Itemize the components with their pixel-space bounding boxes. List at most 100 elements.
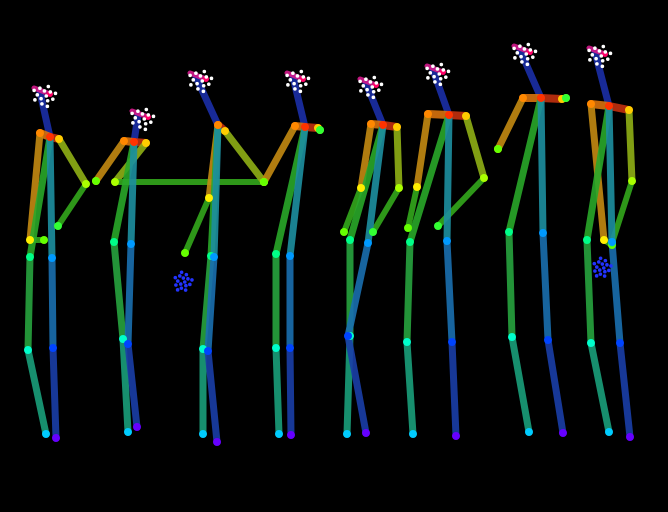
figure-4-shin-right-bone bbox=[286, 344, 295, 439]
figure-2-hip-left-joint bbox=[110, 238, 118, 246]
figure-8-hand-keypoint bbox=[594, 265, 599, 269]
figure-4-upper-arm-left-bone bbox=[260, 122, 299, 186]
figure-1-elbow-left-joint bbox=[26, 236, 34, 244]
figure-1-upper-arm-right-bone bbox=[55, 135, 90, 188]
figure-8-forearm-right-bone bbox=[609, 178, 635, 246]
figure-2-face-keypoint bbox=[138, 125, 142, 129]
figure-3-hand-keypoint bbox=[173, 275, 178, 280]
figure-7-shoulder-left-joint bbox=[519, 94, 527, 102]
figure-5-face-keypoint bbox=[358, 79, 362, 84]
figure-5-face-keypoint bbox=[374, 81, 379, 85]
figure-1-shoulder-left-joint bbox=[36, 129, 44, 137]
figure-1-hip-left-joint bbox=[26, 253, 34, 261]
figure-2-face-keypoint bbox=[151, 114, 156, 119]
figure-5-neck-joint bbox=[379, 121, 387, 129]
figure-5-shoulder-right-joint bbox=[393, 123, 401, 131]
figure-1-face-keypoint bbox=[35, 93, 40, 97]
figure-1-face-keypoint bbox=[32, 88, 36, 93]
figure-7-hip-right-joint bbox=[539, 229, 547, 237]
figure-4-face-keypoint bbox=[297, 79, 302, 83]
figure-8-hand-keypoint bbox=[600, 262, 605, 266]
figure-2-face-keypoint bbox=[143, 127, 148, 132]
figure-4-face-keypoint bbox=[286, 83, 290, 87]
figure-2-neck-joint bbox=[130, 138, 138, 146]
figure-8-hip-right-joint bbox=[608, 238, 616, 246]
figure-4-torso-right-bone bbox=[286, 123, 309, 260]
figure-7-torso-right-bone bbox=[537, 94, 547, 237]
figure-3-thigh-right-bone bbox=[204, 253, 218, 355]
figure-3-shoulder-left-joint bbox=[214, 121, 222, 129]
figure-6-face-keypoint bbox=[433, 80, 437, 84]
figure-3-hand-keypoint bbox=[174, 283, 178, 287]
figure-2-hip-right-joint bbox=[127, 240, 135, 248]
figure-6-face-keypoint bbox=[426, 76, 430, 80]
figure-5-face-keypoint bbox=[364, 77, 368, 82]
figure-1-face-keypoint bbox=[39, 96, 43, 101]
figure-8-hip-left-joint bbox=[583, 236, 591, 244]
figure-3-upper-arm-right-bone bbox=[221, 127, 268, 186]
figure-3-hip-right-joint bbox=[210, 253, 218, 261]
figure-6-face-keypoint bbox=[428, 71, 433, 75]
figure-8-hand-keypoint bbox=[598, 256, 603, 261]
figure-6-ankle-left-joint bbox=[409, 430, 417, 438]
figure-3-face-keypoint bbox=[209, 76, 214, 81]
figure-7-knee-right-joint bbox=[544, 336, 552, 344]
figure-3-face-keypoint bbox=[201, 89, 206, 94]
figure-5-face-keypoint bbox=[365, 87, 369, 92]
figure-1-shin-right-bone bbox=[49, 344, 60, 442]
figure-2-thigh-right-bone bbox=[124, 240, 135, 348]
figure-6-face-keypoint bbox=[438, 82, 443, 87]
figure-4-ankle-left-joint bbox=[275, 430, 283, 438]
figure-3-face-keypoint bbox=[198, 74, 203, 78]
figure-1-hip-right-joint bbox=[48, 254, 56, 262]
figure-1-face-keypoint bbox=[44, 94, 49, 98]
figure-6-shin-left-bone bbox=[403, 338, 417, 438]
figure-5-face-keypoint bbox=[377, 88, 381, 92]
figure-7-torso-left-bone bbox=[505, 94, 545, 236]
figure-6-face-keypoint bbox=[431, 64, 435, 69]
figure-1-ankle-right-joint bbox=[52, 434, 60, 442]
figure-1-neck-joint bbox=[46, 133, 54, 141]
figure-4-face-keypoint bbox=[299, 69, 304, 74]
figure-4-face-keypoint bbox=[291, 71, 295, 76]
figure-3-hand-keypoint bbox=[184, 283, 188, 288]
figure-7-shin-left-bone bbox=[508, 333, 533, 436]
figure-7-wrist-right-joint bbox=[562, 94, 570, 102]
figure-1-shoulder-right-joint bbox=[55, 135, 63, 143]
figure-5-face-keypoint bbox=[371, 89, 376, 94]
figure-8-hand-keypoint bbox=[597, 260, 601, 264]
figure-3-hand-keypoint bbox=[181, 276, 186, 280]
figure-1-face-keypoint bbox=[38, 86, 42, 91]
figure-3-elbow-left-joint bbox=[205, 194, 213, 202]
figure-5-face-keypoint bbox=[370, 85, 375, 89]
figure-3-face-keypoint bbox=[194, 71, 198, 76]
figure-8-upper-arm-right-bone bbox=[625, 106, 636, 185]
figure-5-knee-right-joint bbox=[344, 332, 352, 340]
figure-8-hand-keypoint bbox=[593, 269, 597, 273]
figure-5-elbow-right-joint bbox=[395, 184, 403, 192]
figure-5-face-keypoint bbox=[366, 93, 370, 97]
figure-4-face-keypoint bbox=[293, 87, 297, 91]
figure-2-face-keypoint bbox=[137, 119, 141, 124]
figure-3-hand-keypoint bbox=[190, 278, 194, 282]
figure-4-knee-left-joint bbox=[272, 344, 280, 352]
figure-8-face-keypoint bbox=[600, 58, 605, 63]
figure-3-hand-keypoint bbox=[175, 279, 180, 283]
figure-4-ankle-right-joint bbox=[287, 431, 295, 439]
figure-5-face-keypoint bbox=[361, 84, 366, 88]
figure-8-hand-keypoint bbox=[603, 258, 608, 263]
figure-8-face-keypoint bbox=[590, 53, 595, 57]
figure-5-forearm-right-bone bbox=[370, 185, 402, 235]
figure-6-face-keypoint bbox=[432, 74, 436, 79]
figure-7-wrist-left-joint bbox=[494, 145, 502, 153]
figure-3-hand-keypoint bbox=[186, 277, 190, 281]
figure-8-hand-keypoint bbox=[594, 274, 599, 278]
figure-2-neck-bone bbox=[130, 111, 142, 146]
figure-7-face-keypoint bbox=[524, 52, 529, 56]
figure-5-thigh-right-bone bbox=[344, 239, 372, 340]
figure-4-face-keypoint bbox=[288, 78, 293, 82]
figure-7-neck-joint bbox=[537, 94, 545, 102]
figure-8-torso-right-bone bbox=[605, 102, 616, 246]
figure-8-hand-keypoint bbox=[607, 268, 611, 273]
figure-2-face-keypoint bbox=[144, 107, 149, 112]
